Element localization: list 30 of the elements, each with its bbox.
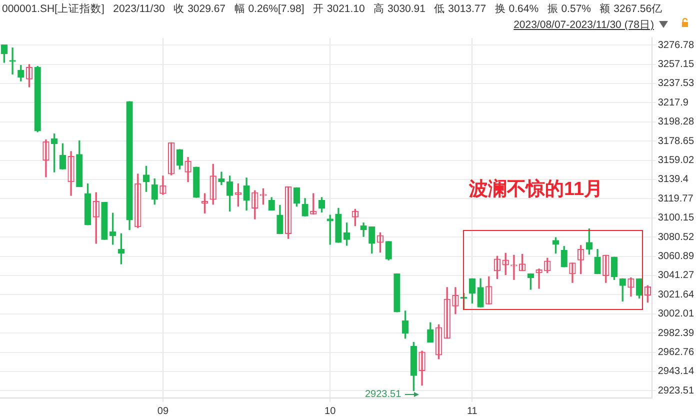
y-tick-label: 2982.39 bbox=[658, 328, 694, 339]
annotation: 2923.51 bbox=[365, 389, 402, 400]
y-tick-label: 3139.4 bbox=[658, 174, 689, 186]
y-tick-label: 3021.64 bbox=[658, 289, 694, 300]
y-tick-label: 3159.02 bbox=[658, 155, 694, 166]
y-tick-label: 3257.15 bbox=[658, 59, 694, 70]
candlestick bbox=[510, 254, 518, 280]
y-tick-label: 3119.77 bbox=[658, 193, 694, 204]
x-tick-label: 10 bbox=[324, 406, 336, 417]
y-tick-label: 3041.27 bbox=[658, 270, 694, 282]
chart-subtitle: 2023/08/07-2023/11/30 (78日) bbox=[514, 18, 654, 32]
x-tick-label: 11 bbox=[466, 406, 478, 417]
y-tick-label: 2943.14 bbox=[658, 366, 694, 378]
chart-title: 000001.SH[上证指数] 2023/11/30 收 3029.67 幅 0.26%[7.98] 开 3021.10 高 3030.91 低 3013.77 换 0.64% 振 0.57% 额 3267.56亿 bbox=[2, 2, 663, 16]
candlestick bbox=[9, 47, 16, 75]
y-tick-label: 3276.78 bbox=[658, 40, 694, 51]
y-tick-label: 3198.28 bbox=[658, 116, 694, 128]
y-tick-label: 3060.89 bbox=[658, 251, 694, 262]
x-tick-label: 09 bbox=[157, 406, 169, 417]
y-tick-label: 3100.15 bbox=[658, 212, 694, 224]
y-tick-label: 3178.65 bbox=[658, 136, 694, 147]
y-tick-label: 2962.76 bbox=[658, 347, 694, 358]
candlestick bbox=[234, 183, 242, 207]
y-tick-label: 3080.52 bbox=[658, 232, 694, 243]
y-tick-label: 3217.9 bbox=[658, 97, 689, 108]
y-tick-label: 2923.51 bbox=[658, 385, 694, 396]
y-tick-label: 3237.53 bbox=[658, 78, 694, 90]
y-tick-label: 3002.01 bbox=[658, 308, 694, 320]
candlestick bbox=[326, 214, 334, 245]
annotation: 波澜不惊的11月 bbox=[469, 178, 604, 202]
